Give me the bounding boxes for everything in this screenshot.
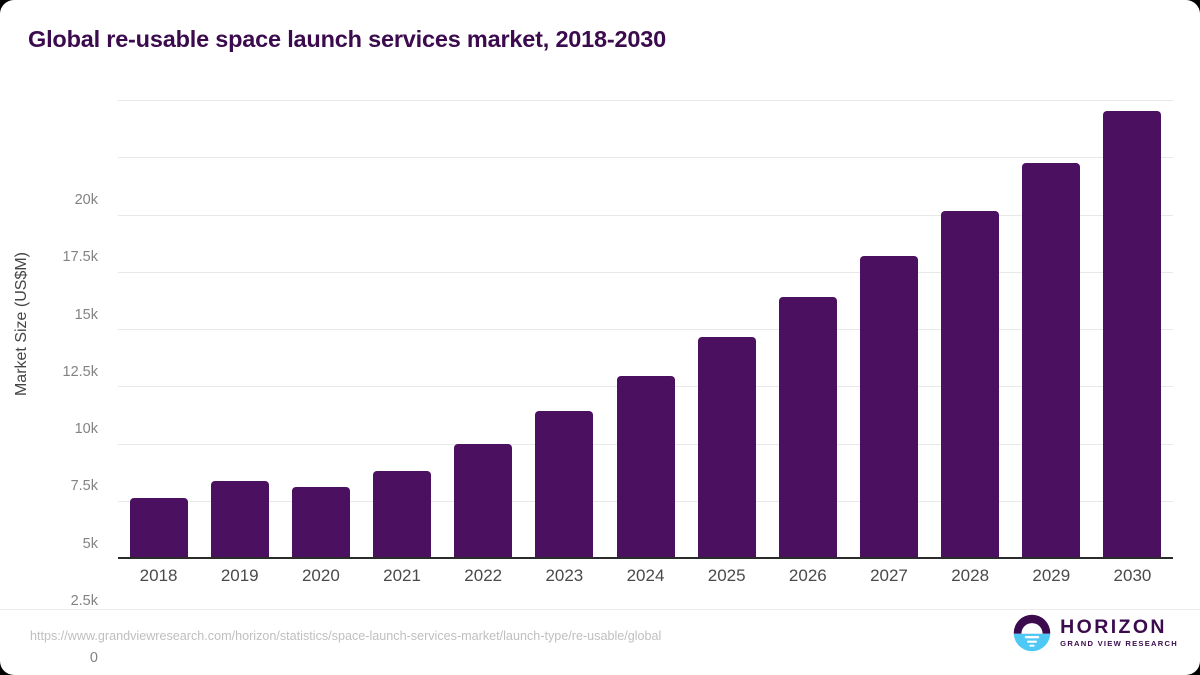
bar-slot: [686, 100, 767, 558]
x-axis-line: [118, 557, 1173, 559]
logo-wordmark: HORIZON: [1060, 615, 1167, 638]
x-axis-tick-label: 2018: [139, 566, 178, 585]
bar-2022[interactable]: [454, 443, 513, 558]
y-axis-tick-label: 0: [89, 650, 98, 666]
horizon-logo-text: HORIZON GRAND VIEW RESEARCH: [1060, 615, 1178, 649]
y-axis: Market Size (US$M) 0 2.5k 5k 7.5k 10k 12.5k 15…: [0, 100, 110, 666]
bar-slot: [1092, 100, 1173, 558]
bar-2028[interactable]: [941, 211, 1000, 558]
y-axis-tick-label: 5k: [82, 535, 98, 552]
x-axis-tick-label: 2022: [464, 566, 503, 585]
gridline: [118, 214, 1173, 216]
x-axis-tick-label: 2021: [383, 566, 421, 585]
bar-slot: [361, 100, 442, 558]
bar-slot: [199, 100, 280, 558]
horizon-logo: HORIZON GRAND VIEW RESEARCH: [1013, 614, 1178, 652]
gridline: [118, 329, 1173, 330]
bar-slot: [930, 100, 1011, 558]
bar-slot: [767, 100, 848, 558]
y-axis-tick-label: 17.5k: [62, 249, 98, 266]
bar-slot: [280, 100, 361, 558]
bar-2027[interactable]: [859, 256, 918, 558]
bar-2025[interactable]: [697, 336, 756, 558]
gridline: [118, 157, 1173, 159]
bar-2026[interactable]: [778, 297, 837, 558]
bar-2024[interactable]: [616, 375, 675, 558]
bar-slot: [118, 100, 199, 558]
x-axis-tick-label: 2028: [951, 566, 990, 585]
y-axis-tick-label: 2.5k: [70, 592, 98, 609]
bar-2019[interactable]: [210, 480, 269, 558]
y-axis-tick-label: 15k: [74, 306, 98, 323]
bar-slot: [605, 100, 686, 558]
x-axis-tick-label: 2020: [301, 566, 340, 585]
x-axis-tick-label: 2019: [220, 566, 259, 585]
bar-slot: [443, 100, 524, 558]
bars-layer: [118, 100, 1173, 558]
bar-slot: [524, 100, 605, 558]
bar-2021[interactable]: [373, 471, 432, 558]
bar-2023[interactable]: [535, 410, 594, 558]
y-axis-tick-label: 10k: [74, 421, 98, 437]
y-axis-tick-label: 7.5k: [70, 478, 98, 495]
gridline: [118, 271, 1173, 273]
plot-area: [118, 100, 1173, 559]
y-axis-tick-label: 12.5k: [62, 363, 98, 380]
footer-divider: [0, 609, 1200, 610]
bar-2030[interactable]: [1103, 111, 1162, 558]
x-axis-tick-label: 2024: [626, 566, 665, 585]
bar-2029[interactable]: [1022, 162, 1081, 558]
horizon-logo-icon: [1013, 614, 1051, 652]
bar-slot: [848, 100, 929, 558]
x-axis-tick-label: 2026: [788, 566, 827, 585]
logo-tagline: GRAND VIEW RESEARCH: [1060, 639, 1178, 649]
page-title: Global re-usable space launch services m…: [28, 26, 667, 52]
source-url[interactable]: https://www.grandviewresearch.com/horizo…: [30, 629, 662, 643]
y-axis-tick-label: 20k: [74, 192, 98, 208]
x-axis-tick-label: 2030: [1113, 566, 1152, 585]
bar-2018[interactable]: [129, 498, 188, 558]
bar-2020[interactable]: [291, 486, 350, 558]
gridline: [118, 100, 1173, 101]
x-axis-tick-label: 2023: [545, 566, 584, 585]
x-axis-tick-label: 2027: [870, 566, 908, 585]
bar-slot: [1011, 100, 1092, 558]
x-axis-tick-label: 2025: [707, 566, 746, 585]
x-axis-tick-label: 2029: [1032, 566, 1071, 585]
y-axis-title: Market Size (US$M): [13, 251, 30, 397]
x-axis: 2018 2019 2020 2021 2022 2023 2024 2025 2026 2027…: [118, 566, 1173, 586]
